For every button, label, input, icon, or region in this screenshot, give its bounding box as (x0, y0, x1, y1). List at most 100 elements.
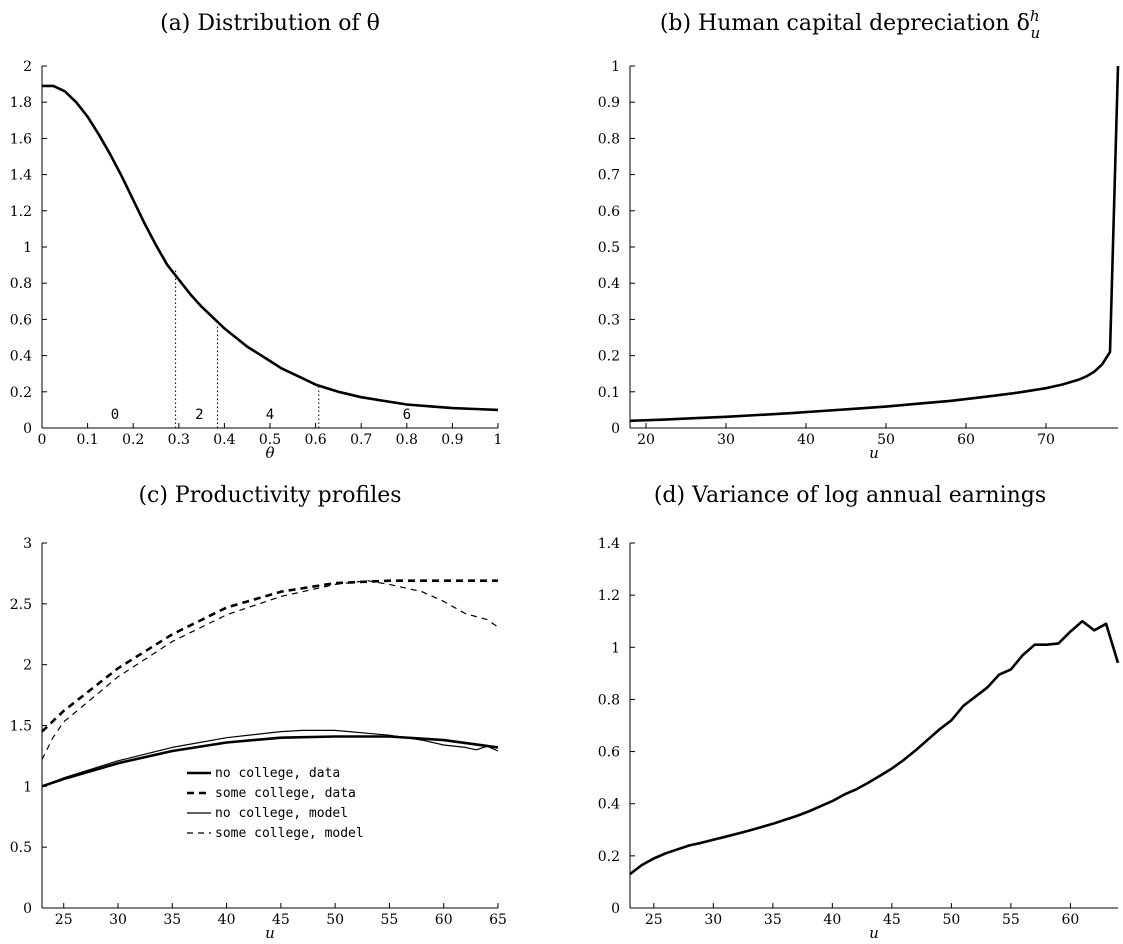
panel-d-x-tick-label: 60 (1061, 912, 1079, 928)
panel-c-x-tick-label: 40 (218, 912, 236, 928)
panel-b-y-tick-label: 0.3 (598, 312, 620, 328)
panel-a-y-tick-label: 0.8 (10, 276, 32, 292)
panel-d-x-tick-label: 35 (764, 912, 782, 928)
panel-c-legend-label: some college, data (215, 786, 356, 801)
panel-c-x-tick-label: 25 (55, 912, 73, 928)
panel-d-x-axis-label: u (869, 924, 879, 942)
panel-b-y-tick-label: 0.9 (598, 95, 620, 111)
panel-c-x-axis-label: u (265, 924, 275, 942)
panel-c-y-tick-label: 2 (23, 658, 32, 674)
panel-b-y-tick-label: 0.4 (598, 276, 620, 292)
panel-c-x-tick-label: 30 (109, 912, 127, 928)
panel-b-title-sub: u (1031, 24, 1041, 42)
panel-d-x-tick-label: 40 (823, 912, 841, 928)
panel-d-plot: 25 30 35 40 45 50 55 60 0 0.2 0.4 0.6 0.8 1 1.2 1.4 u (598, 536, 1120, 942)
panel-a-y-tick-label: 1.8 (10, 95, 32, 111)
panel-a-region-label: 6 (403, 407, 411, 423)
panel-a-series-line-1 (42, 84, 499, 412)
panel-a-x-tick-label: 0.5 (259, 432, 281, 448)
panel-c-x-tick-label: 55 (381, 912, 399, 928)
panel-c-y-tick-label: 2.5 (10, 597, 32, 613)
panel-c-x-tick-label: 65 (489, 912, 507, 928)
panel-d-y-tick-label: 0.8 (598, 692, 620, 708)
panel-b-y-tick-label: 0.8 (598, 131, 620, 147)
panel-c-x-tick-label: 35 (163, 912, 181, 928)
panel-d-y-tick-label: 1.2 (598, 588, 620, 604)
panel-a-y-tick-label: 0.2 (10, 385, 32, 401)
panel-a-y-tick-label: 1 (23, 240, 32, 256)
panel-a-x-tick-label: 0.4 (213, 432, 235, 448)
panel-a-x-tick-label: 0.6 (304, 432, 326, 448)
panel-a-x-axis-label: θ (265, 444, 274, 462)
panel-d-y-tick-label: 1.4 (598, 536, 620, 552)
panel-a-x-tick-label: 0.8 (396, 432, 418, 448)
panel-a-x-tick-label: 0.9 (441, 432, 463, 448)
panel-c-y-tick-label: 0 (23, 901, 32, 917)
panel-d-y-tick-label: 0.4 (598, 797, 620, 813)
panel-a-x-tick-label: 0.3 (168, 432, 190, 448)
panel-a: (a) Distribution of θ 0 0.1 0.2 0.3 0.4 0.5 0.… (10, 11, 503, 462)
panel-b-x-tick-label: 30 (717, 432, 735, 448)
panel-c-y-tick-label: 0.5 (10, 840, 32, 856)
panel-b-title-main: (b) Human capital depreciation δ (660, 11, 1030, 36)
panel-b-title-sup: h (1030, 7, 1040, 25)
panel-a-region-label: 0 (111, 407, 119, 423)
panel-c-y-tick-label: 1 (23, 779, 32, 795)
panel-a-x-tick-label: 1 (494, 432, 503, 448)
panel-b-x-tick-label: 50 (877, 432, 895, 448)
panel-b: (b) Human capital depreciation δh u 20 30 4… (598, 7, 1120, 462)
panel-c-y-tick-label: 1.5 (10, 719, 32, 735)
panel-a-y-tick-label: 1.4 (10, 168, 32, 184)
panel-d-title: (d) Variance of log annual earnings (654, 483, 1046, 508)
panel-c-plot: 25 30 35 40 45 50 55 60 65 0 0.5 1 1.5 2 2.5 3 u no colle… (10, 536, 507, 942)
panel-a-y-tick-label: 0.4 (10, 349, 32, 365)
panel-d-x-tick-label: 50 (942, 912, 960, 928)
panel-c-legend-label: some college, model (215, 826, 364, 841)
panel-b-y-tick-label: 0.2 (598, 349, 620, 365)
panel-c-series-line-3 (41, 729, 499, 787)
panel-a-plot: 0 0.1 0.2 0.3 0.4 0.5 0.6 0.7 0.8 0.9 100.20.40.60… (10, 59, 503, 462)
panel-b-y-tick-label: 1 (611, 59, 620, 75)
panel-a-y-tick-label: 0.6 (10, 312, 32, 328)
panel-c-x-tick-label: 60 (435, 912, 453, 928)
panel-d-x-tick-label: 25 (645, 912, 663, 928)
panel-d-y-tick-label: 0.2 (598, 849, 620, 865)
panel-b-title: (b) Human capital depreciation δh u (660, 7, 1040, 42)
panel-a-title: (a) Distribution of θ (160, 11, 380, 36)
panel-c-x-tick-label: 45 (272, 912, 290, 928)
panel-b-plot: 20 30 40 50 60 70 0 0.1 0.2 0.3 0.4 0.5 0.6 0.7 0.8 0.9… (598, 59, 1120, 462)
panel-a-region-label: 2 (195, 407, 203, 423)
panel-a-y-tick-label: 1.6 (10, 131, 32, 147)
panel-b-x-axis-label: u (869, 444, 879, 462)
panel-a-y-tick-label: 1.2 (10, 204, 32, 220)
panel-d-series-line-1 (629, 619, 1120, 876)
panel-c-legend-label: no college, model (215, 806, 348, 821)
panel-c-title: (c) Productivity profiles (138, 483, 401, 508)
panel-a-x-tick-label: 0.1 (76, 432, 98, 448)
panel-b-x-tick-label: 60 (957, 432, 975, 448)
panel-b-x-tick-label: 70 (1037, 432, 1055, 448)
panel-b-y-tick-label: 0.6 (598, 204, 620, 220)
panel-a-x-tick-label: 0 (38, 432, 47, 448)
panel-a-y-tick-label: 2 (23, 59, 32, 75)
panel-d: (d) Variance of log annual earnings 25 30… (598, 483, 1120, 942)
panel-b-x-tick-label: 40 (797, 432, 815, 448)
panel-c-y-tick-label: 3 (23, 536, 32, 552)
panel-a-x-tick-label: 0.2 (122, 432, 144, 448)
panel-b-y-tick-label: 0 (611, 421, 620, 437)
panel-a-y-tick-label: 0 (23, 421, 32, 437)
panel-c-series-line-1 (41, 735, 499, 788)
panel-a-x-tick-label: 0.7 (350, 432, 372, 448)
panel-d-x-tick-label: 55 (1002, 912, 1020, 928)
panel-c-legend-label: no college, data (215, 766, 340, 781)
panel-d-x-tick-label: 45 (883, 912, 901, 928)
panel-c-series-line-2 (41, 579, 498, 733)
panel-b-series-line-1 (629, 65, 1120, 423)
panel-b-x-tick-label: 20 (637, 432, 655, 448)
panel-c-series-line-4 (41, 580, 499, 760)
panel-b-y-tick-label: 0.7 (598, 168, 620, 184)
panel-d-y-tick-label: 0 (611, 901, 620, 917)
panel-b-y-tick-label: 0.5 (598, 240, 620, 256)
panel-a-region-label: 4 (266, 407, 274, 423)
